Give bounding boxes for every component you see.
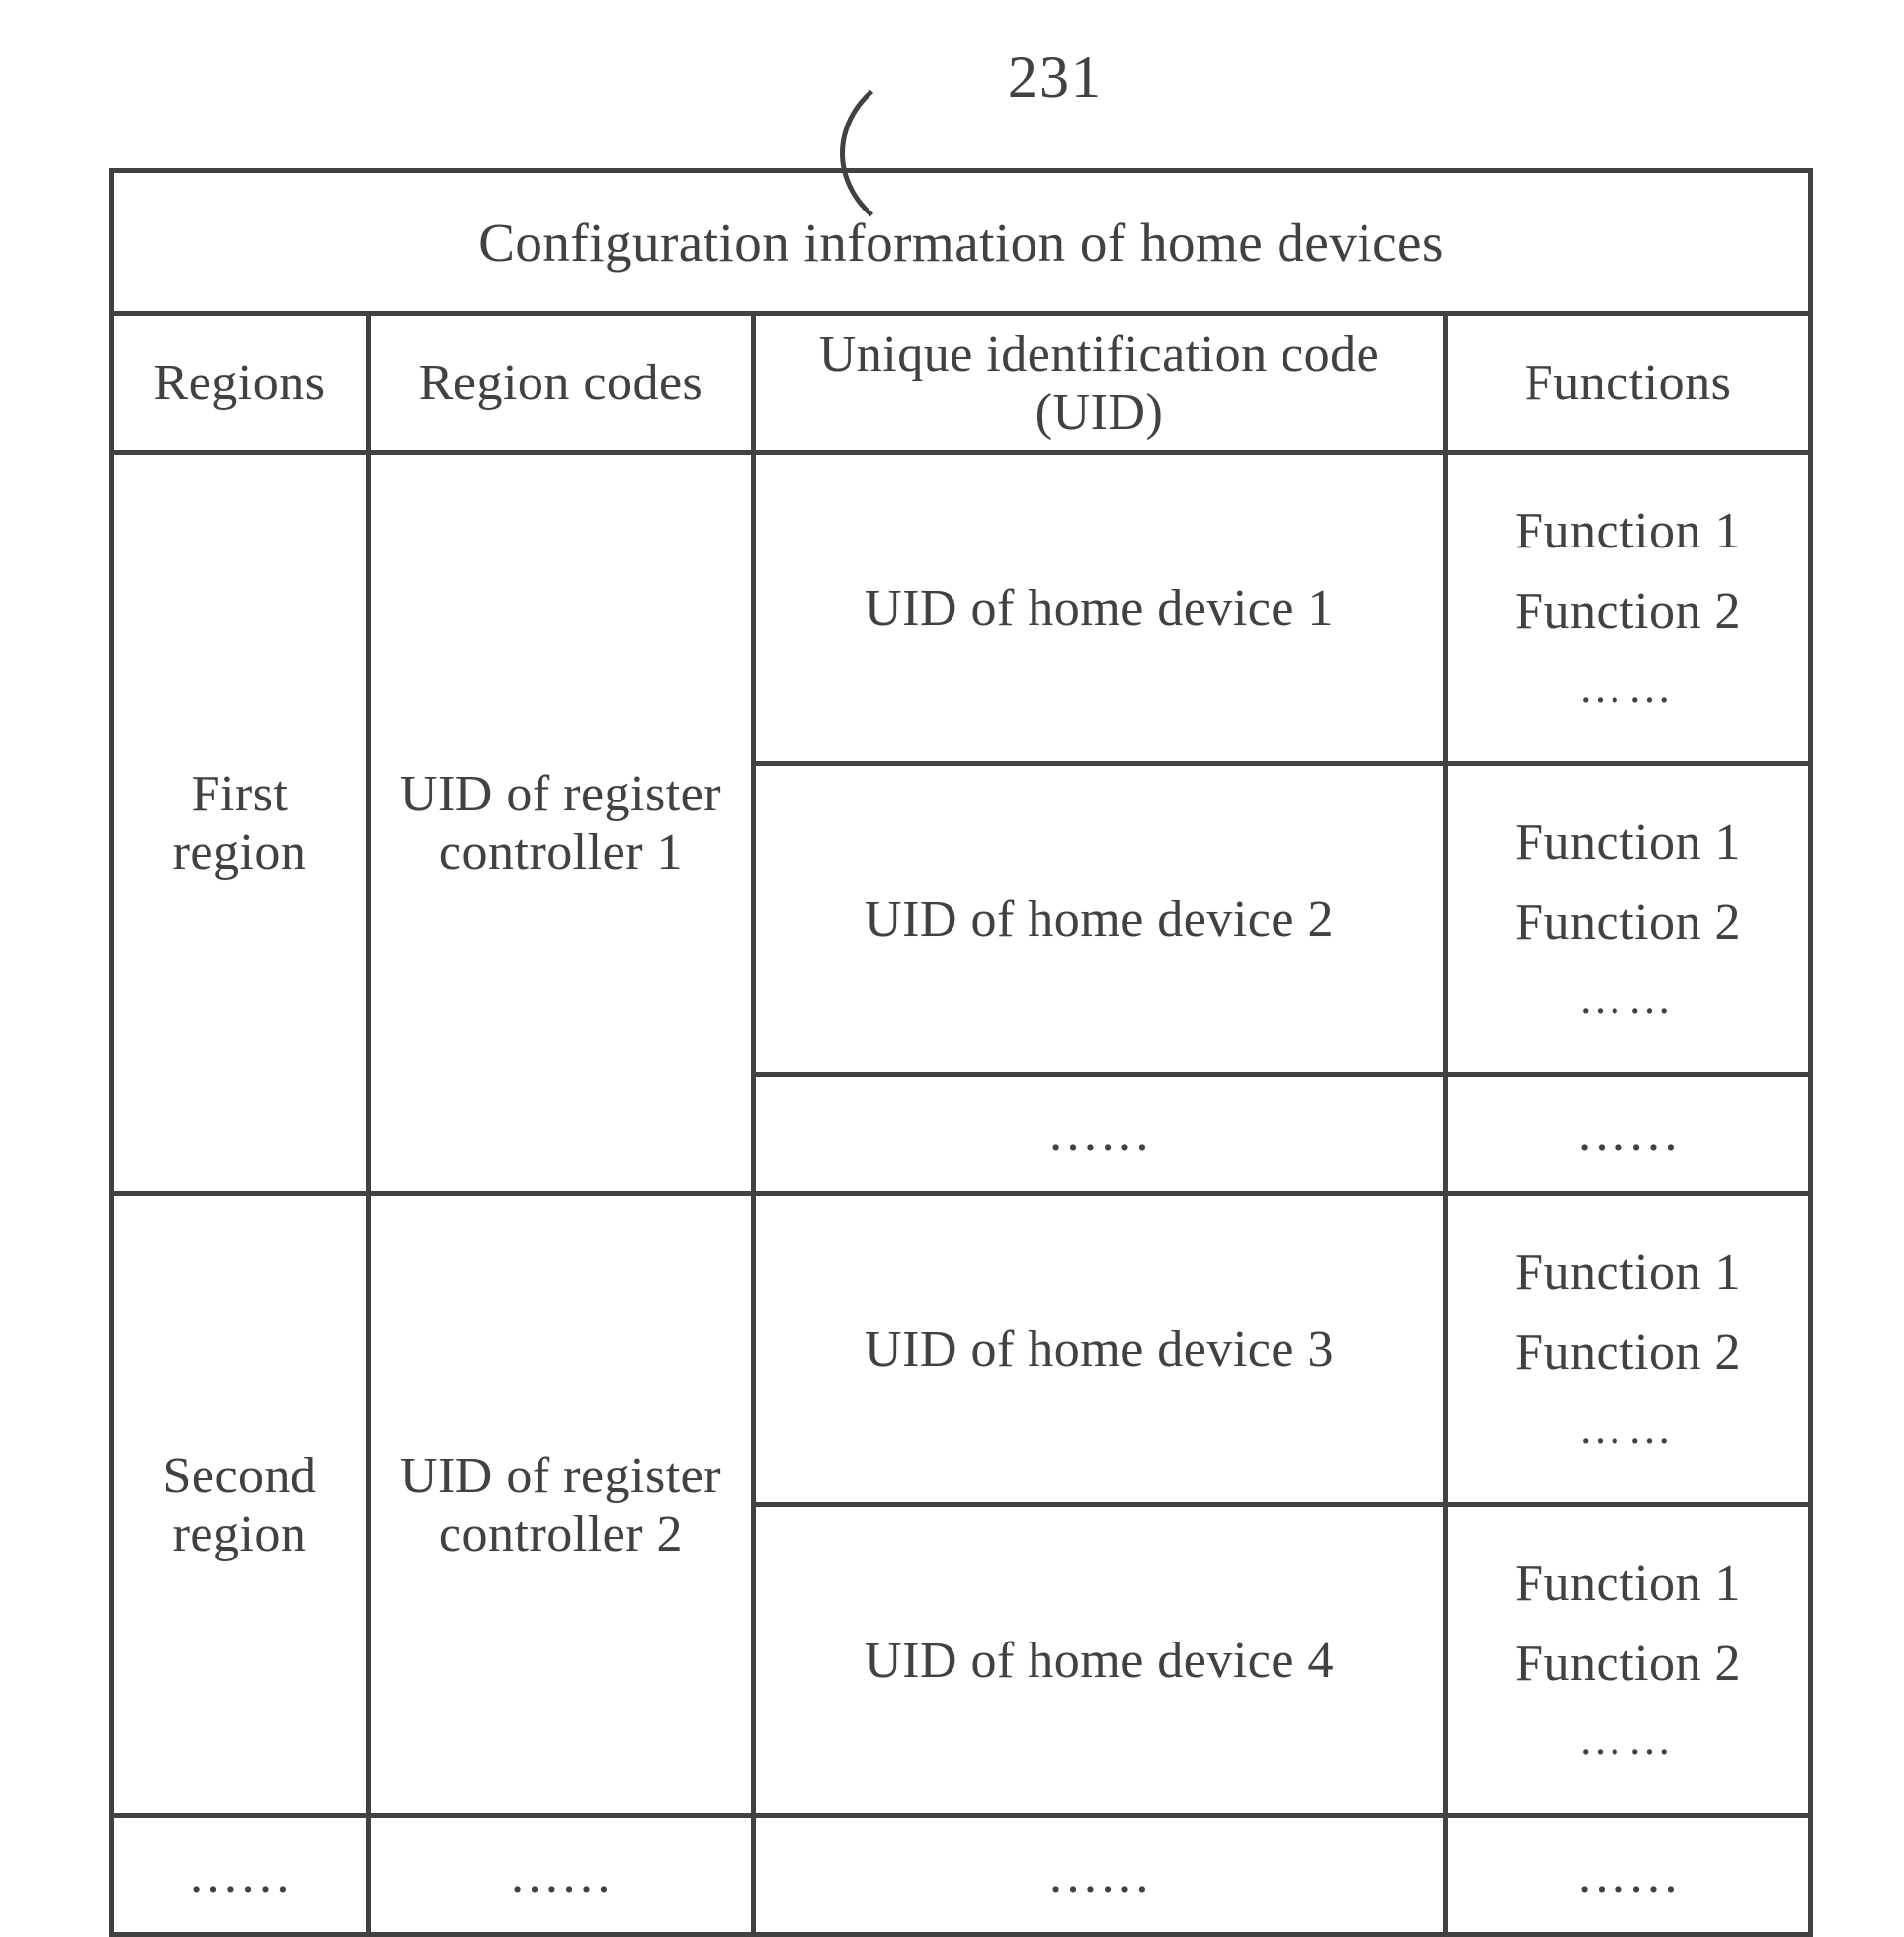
table-title: Configuration information of home device…	[112, 171, 1811, 314]
ellipsis-cell: ……	[1446, 1816, 1811, 1935]
function-label: Function 2	[1515, 896, 1741, 951]
device-functions: Function 1 Function 2 ……	[1446, 1194, 1811, 1505]
device-uid: UID of home device 1	[754, 453, 1446, 764]
function-label: ……	[1579, 1718, 1678, 1763]
ellipsis-cell: ……	[369, 1816, 754, 1935]
function-label: Function 2	[1515, 1326, 1741, 1381]
device-functions: Function 1 Function 2 ……	[1446, 764, 1811, 1075]
column-header-0: Regions	[112, 314, 369, 453]
region-code: UID of register controller 2	[369, 1194, 754, 1816]
function-label: Function 1	[1515, 505, 1741, 559]
region-code: UID of register controller 1	[369, 453, 754, 1194]
figure-canvas: 231 Configuration information of home de…	[0, 0, 1904, 1825]
function-label: Function 2	[1515, 585, 1741, 639]
ellipsis-cell: ……	[754, 1075, 1446, 1194]
column-header-3: Functions	[1446, 314, 1811, 453]
device-functions: Function 1 Function 2 ……	[1446, 1505, 1811, 1816]
function-label: Function 1	[1515, 816, 1741, 871]
function-label: ……	[1579, 665, 1678, 711]
configuration-table: Configuration information of home device…	[109, 168, 1813, 1937]
function-label: ……	[1579, 976, 1678, 1022]
function-label: Function 1	[1515, 1558, 1741, 1612]
device-uid: UID of home device 3	[754, 1194, 1446, 1505]
function-label: Function 2	[1515, 1638, 1741, 1692]
function-label: ……	[1579, 1406, 1678, 1452]
ellipsis-cell: ……	[1446, 1075, 1811, 1194]
column-header-1: Region codes	[369, 314, 754, 453]
ellipsis-cell: ……	[754, 1816, 1446, 1935]
ellipsis-cell: ……	[112, 1816, 369, 1935]
region-name: First region	[112, 453, 369, 1194]
device-uid: UID of home device 4	[754, 1505, 1446, 1816]
device-uid: UID of home device 2	[754, 764, 1446, 1075]
region-name: Second region	[112, 1194, 369, 1816]
column-header-2: Unique identification code (UID)	[754, 314, 1446, 453]
function-label: Function 1	[1515, 1246, 1741, 1301]
device-functions: Function 1 Function 2 ……	[1446, 453, 1811, 764]
